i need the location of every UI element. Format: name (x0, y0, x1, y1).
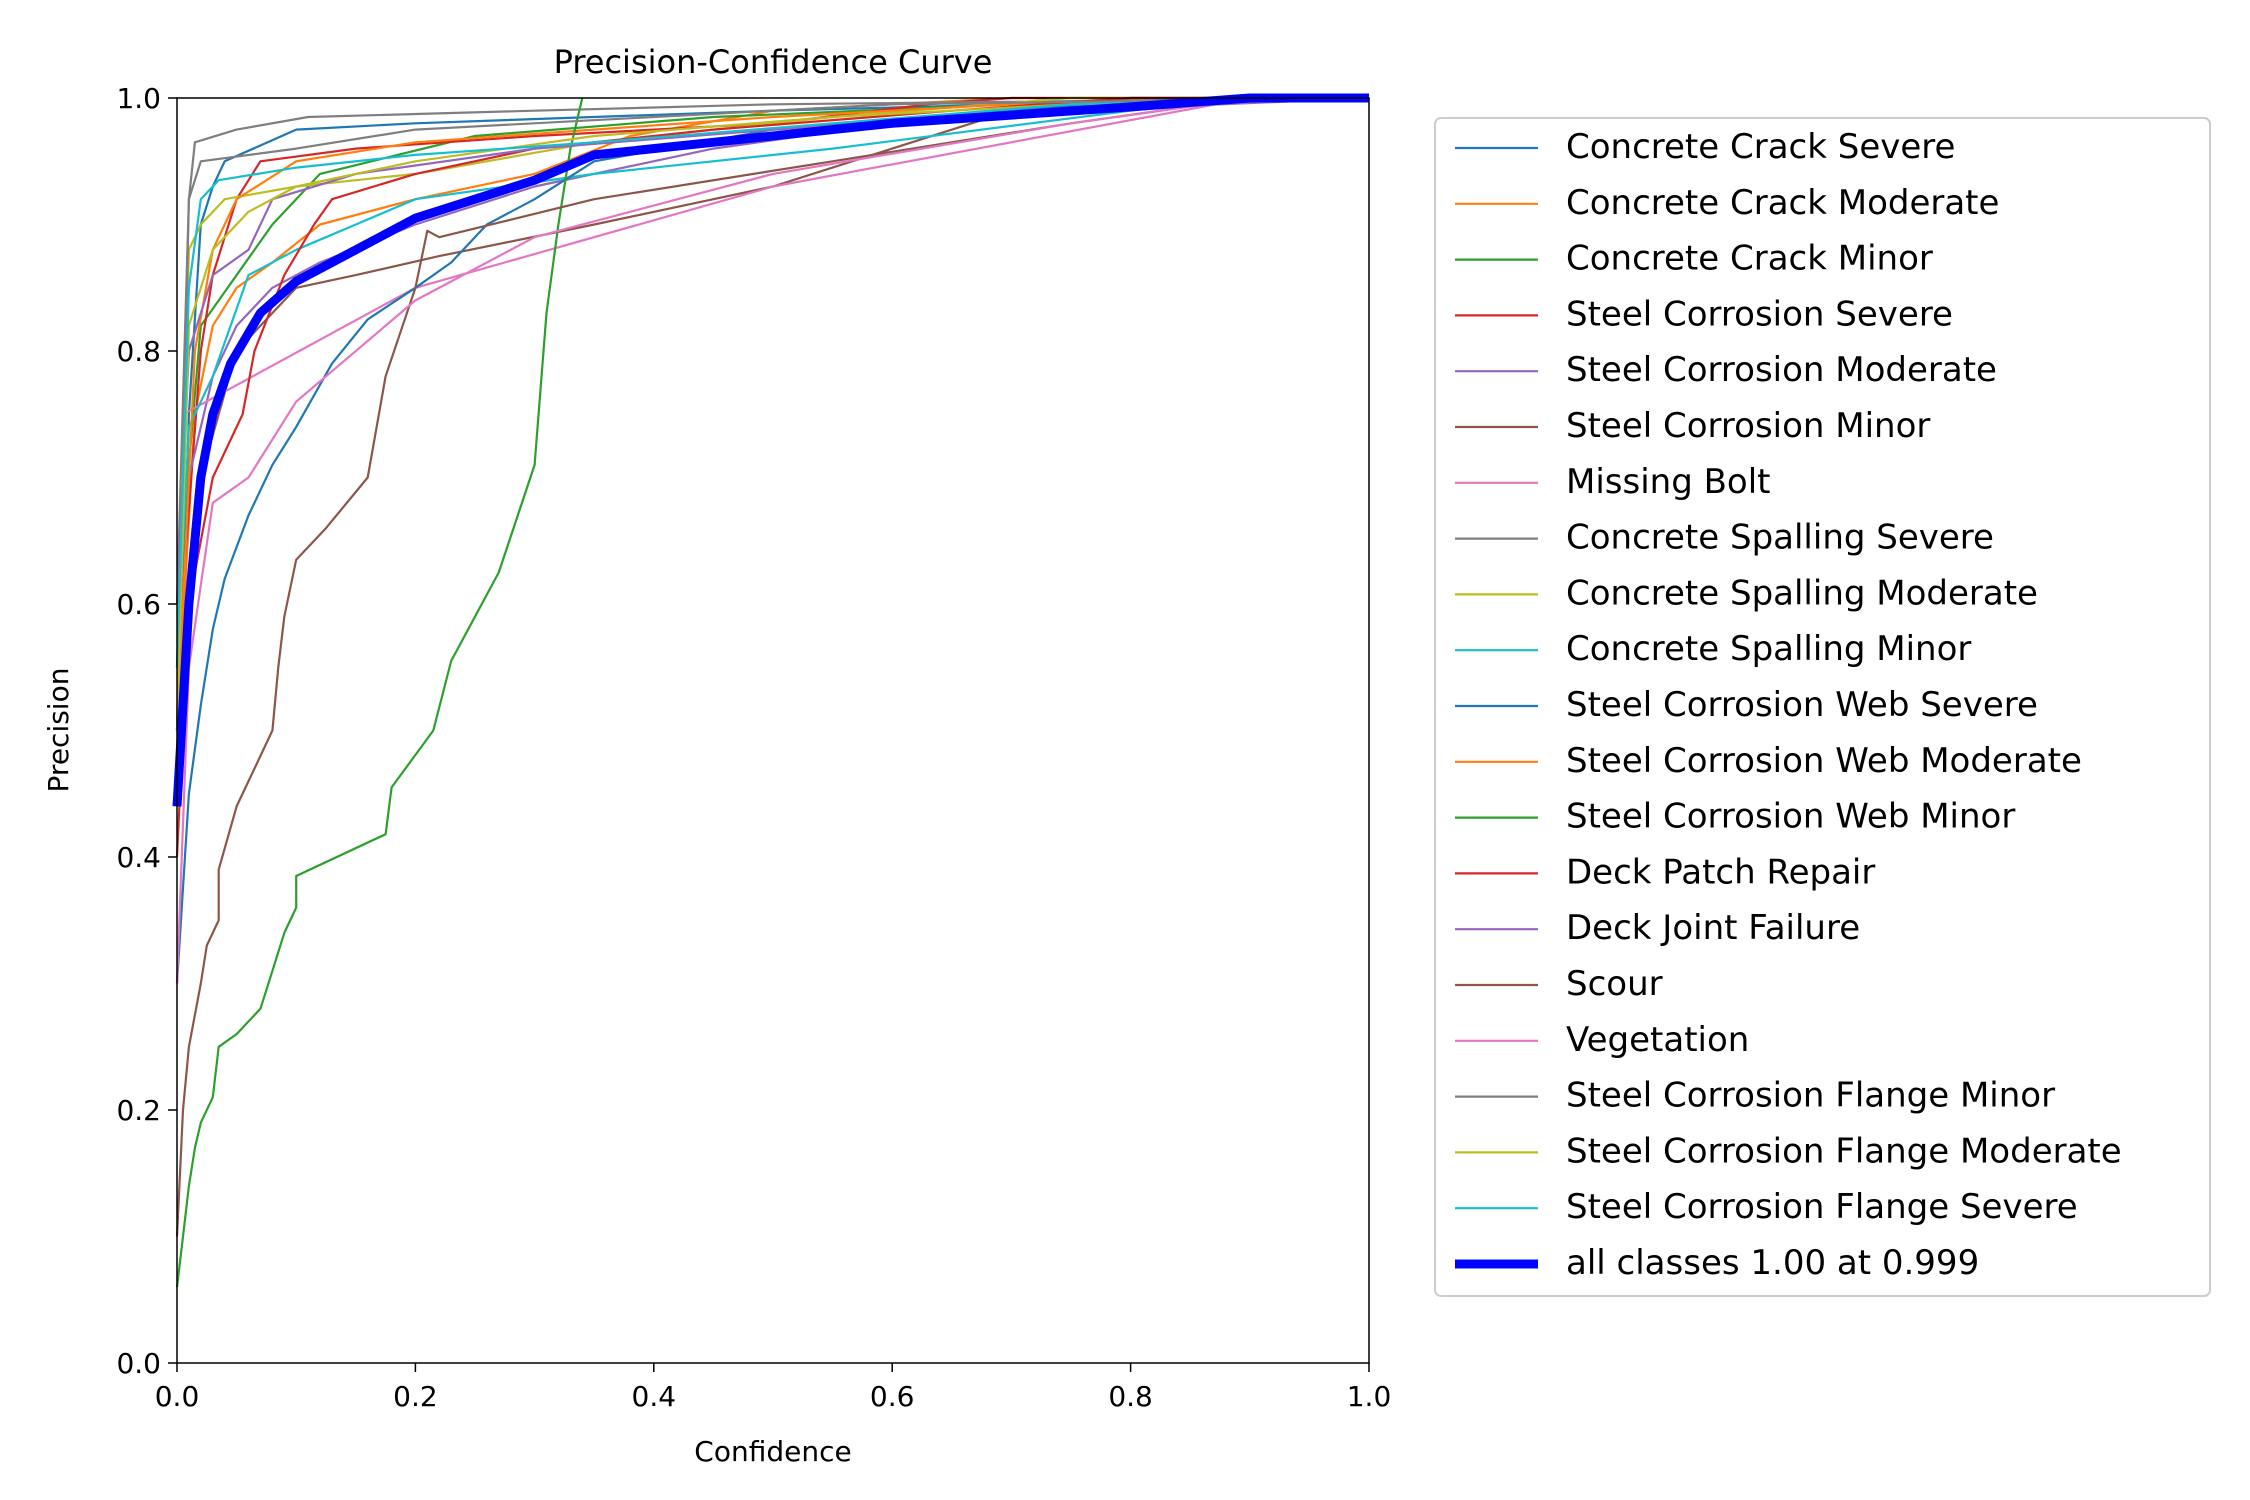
legend: Concrete Crack Severe Concrete Crack Mode… (1434, 117, 2211, 1297)
legend-label-1: Concrete Crack Moderate (1566, 183, 1999, 223)
x-tick-label: 0.2 (393, 1380, 438, 1413)
series-line-16 (175, 96, 1369, 984)
legend-box (1434, 117, 2211, 1297)
legend-label-6: Missing Bolt (1566, 462, 1771, 502)
legend-label-10: Steel Corrosion Web Severe (1566, 685, 2038, 725)
series-line-0 (175, 96, 1370, 794)
legend-label-4: Steel Corrosion Moderate (1566, 350, 1997, 390)
series-line-12 (175, 97, 584, 1288)
x-tick-label: 0.4 (632, 1380, 677, 1413)
series-line-17 (175, 96, 1370, 731)
legend-label-5: Steel Corrosion Minor (1566, 406, 1930, 446)
legend-label-16: Vegetation (1566, 1020, 1749, 1060)
legend-label-11: Steel Corrosion Web Moderate (1566, 741, 2082, 781)
plot-frame (176, 97, 1370, 1364)
chart-title: Precision-Confidence Curve (554, 43, 993, 81)
legend-label-3: Steel Corrosion Severe (1566, 294, 1953, 334)
legend-label-18: Steel Corrosion Flange Moderate (1566, 1131, 2122, 1171)
x-tick-label: 1.0 (1347, 1380, 1392, 1413)
legend-label-13: Deck Patch Repair (1566, 852, 1875, 892)
y-tick-label: 0.2 (116, 1094, 161, 1127)
y-tick-label: 0.0 (116, 1347, 161, 1380)
legend-label-20: all classes 1.00 at 0.999 (1566, 1243, 1979, 1283)
legend-label-15: Scour (1566, 964, 1663, 1004)
legend-label-9: Concrete Spalling Minor (1566, 629, 1971, 669)
legend-label-8: Concrete Spalling Moderate (1566, 573, 2038, 613)
series-line-15 (175, 96, 1369, 1237)
y-axis-label: Precision (42, 668, 75, 793)
series-line-19 (175, 96, 1370, 668)
x-tick-label: 0.6 (870, 1380, 915, 1413)
y-tick-label: 0.8 (116, 335, 161, 368)
series-line-7 (175, 96, 1370, 605)
legend-label-19: Steel Corrosion Flange Severe (1566, 1187, 2078, 1227)
x-tick-label: 0.0 (155, 1380, 200, 1413)
x-axis-ticks: 0.0 0.2 0.4 0.6 0.8 1.0 (155, 1363, 1392, 1413)
series-line-18 (175, 96, 1370, 731)
y-tick-label: 0.4 (116, 841, 161, 874)
legend-label-14: Deck Joint Failure (1566, 908, 1860, 948)
y-tick-label: 1.0 (116, 82, 161, 115)
y-axis-ticks: 0.0 0.2 0.4 0.6 0.8 1.0 (116, 82, 177, 1380)
legend-label-0: Concrete Crack Severe (1566, 127, 1955, 167)
legend-label-2: Concrete Crack Minor (1566, 239, 1933, 279)
x-axis-label: Confidence (694, 1435, 851, 1468)
legend-label-7: Concrete Spalling Severe (1566, 518, 1994, 558)
y-tick-label: 0.6 (116, 588, 161, 621)
x-tick-label: 0.8 (1108, 1380, 1153, 1413)
plot-lines (172, 93, 1370, 1288)
legend-label-12: Steel Corrosion Web Minor (1566, 797, 2015, 837)
series-line-20 (172, 93, 1369, 807)
legend-label-17: Steel Corrosion Flange Minor (1566, 1076, 2055, 1116)
